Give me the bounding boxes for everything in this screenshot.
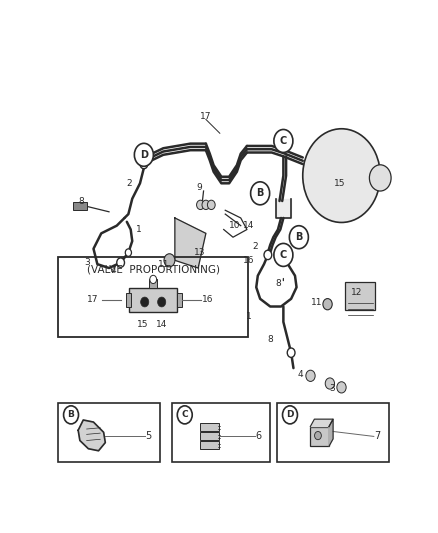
Text: 8: 8 [78, 197, 84, 206]
Text: 8: 8 [268, 335, 273, 344]
Text: 5: 5 [145, 431, 152, 441]
Bar [346, 282, 375, 310]
Text: B: B [295, 232, 303, 242]
Text: 15: 15 [137, 320, 149, 329]
Polygon shape [329, 419, 333, 446]
Circle shape [283, 406, 297, 424]
Polygon shape [78, 420, 105, 451]
Text: C: C [280, 250, 287, 260]
Circle shape [140, 159, 148, 169]
Bar [200, 432, 219, 440]
Circle shape [202, 200, 210, 209]
Circle shape [274, 130, 293, 152]
Circle shape [303, 129, 380, 222]
Circle shape [290, 225, 308, 249]
Text: 14: 14 [244, 221, 255, 230]
Circle shape [125, 249, 131, 256]
Bar [277, 402, 389, 462]
Text: 3: 3 [84, 258, 90, 267]
Bar [310, 426, 329, 446]
Bar [129, 288, 177, 312]
Text: D: D [140, 150, 148, 160]
Text: 16: 16 [243, 256, 255, 265]
Bar [58, 257, 248, 337]
Text: 17: 17 [87, 295, 99, 304]
Circle shape [64, 406, 78, 424]
Polygon shape [276, 199, 291, 218]
Circle shape [150, 276, 156, 284]
Text: C: C [280, 136, 287, 146]
Bar [177, 293, 182, 308]
Polygon shape [175, 218, 206, 268]
Circle shape [274, 244, 293, 266]
Text: 1: 1 [246, 312, 251, 321]
Circle shape [306, 370, 315, 382]
Circle shape [323, 298, 332, 310]
Circle shape [208, 200, 215, 209]
Circle shape [325, 378, 335, 389]
Circle shape [158, 297, 166, 307]
Text: 9: 9 [196, 183, 202, 192]
Text: 11: 11 [311, 298, 322, 307]
Text: 16: 16 [202, 295, 214, 304]
Bar [58, 402, 160, 462]
Text: C: C [181, 410, 188, 419]
Circle shape [369, 165, 391, 191]
Text: D: D [286, 410, 294, 419]
Text: 8: 8 [276, 279, 281, 288]
Text: 14: 14 [156, 320, 167, 329]
Text: 4: 4 [110, 266, 116, 275]
Circle shape [197, 200, 204, 209]
Circle shape [314, 432, 321, 440]
Text: 3: 3 [329, 384, 336, 393]
Circle shape [164, 254, 175, 267]
Circle shape [177, 406, 192, 424]
Text: 6: 6 [256, 431, 262, 441]
Text: 17: 17 [200, 112, 212, 121]
Text: 2: 2 [127, 179, 132, 188]
Bar [149, 279, 157, 288]
Text: (VALVE  PROPORTIONING): (VALVE PROPORTIONING) [87, 264, 220, 274]
Text: 11: 11 [158, 260, 170, 269]
Circle shape [134, 143, 153, 166]
Text: B: B [256, 188, 264, 198]
Circle shape [264, 250, 272, 260]
Circle shape [117, 258, 124, 268]
Text: 13: 13 [194, 248, 206, 257]
Circle shape [337, 382, 346, 393]
Bar [172, 402, 270, 462]
Circle shape [251, 182, 270, 205]
Text: 12: 12 [351, 288, 362, 297]
Text: 4: 4 [297, 370, 303, 379]
Bar [74, 203, 87, 209]
Bar [200, 423, 219, 431]
Text: 15: 15 [334, 179, 345, 188]
Text: 10: 10 [229, 221, 240, 230]
Text: 1: 1 [136, 225, 141, 234]
Bar [126, 293, 131, 308]
Polygon shape [310, 419, 333, 426]
Circle shape [141, 297, 149, 307]
Bar [200, 441, 219, 449]
Text: 2: 2 [252, 242, 258, 251]
Text: B: B [67, 410, 74, 419]
Text: 7: 7 [374, 431, 381, 441]
Circle shape [287, 348, 295, 358]
